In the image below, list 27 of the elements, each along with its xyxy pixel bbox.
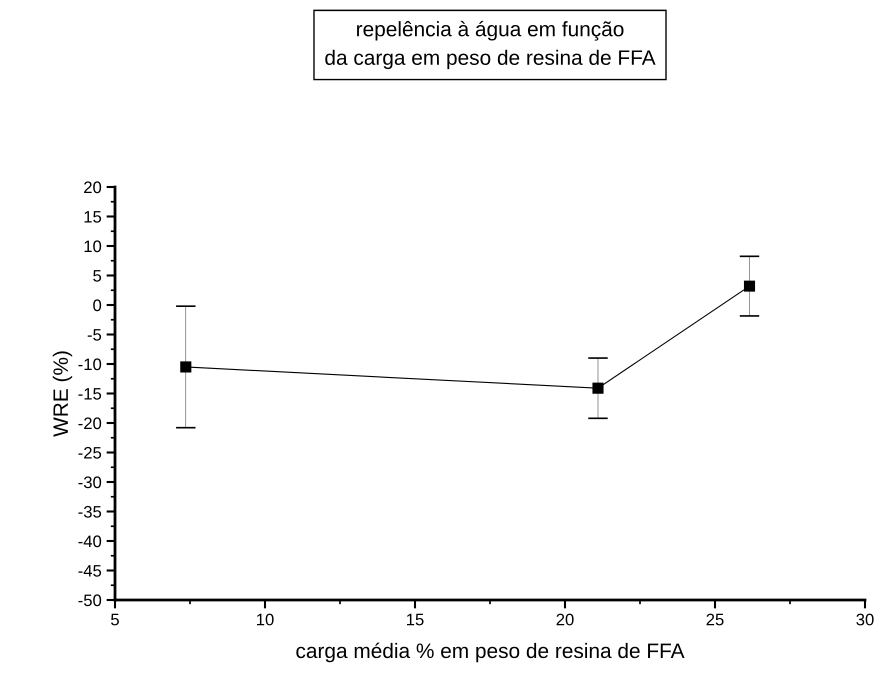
y-axis-title: WRE (%) (52, 351, 72, 437)
x-tick-label: 10 (257, 614, 274, 626)
y-tick-label: -15 (78, 388, 102, 400)
y-tick-label: 20 (84, 181, 102, 194)
point (180, 361, 192, 373)
x-tick-label: 15 (407, 614, 424, 626)
y-tick-label: 15 (84, 211, 102, 223)
point (744, 280, 756, 292)
point (592, 382, 604, 394)
y-tick-label: 5 (93, 270, 102, 282)
y-tick-label: 0 (93, 299, 102, 312)
x-tick-label: 25 (706, 614, 724, 626)
y-tick-label: -5 (88, 329, 102, 341)
x-tick-label: 20 (556, 614, 574, 626)
y-tick-label: -40 (78, 535, 102, 548)
y-tick-label: -10 (78, 358, 102, 370)
x-axis-title: carga média % em peso de resina de FFA (296, 642, 685, 662)
y-tick-label: 10 (84, 240, 102, 252)
x-tick-label: 5 (111, 614, 119, 626)
x-tick-label: 30 (856, 614, 874, 626)
y-tick-label: -20 (78, 417, 102, 430)
y-tick-label: -25 (78, 446, 102, 459)
y-tick-label: -30 (78, 476, 102, 488)
y-tick-label: -45 (78, 565, 102, 577)
chart-title: repelência à água em função da carga em peso de resina de FFA (325, 20, 656, 70)
y-tick-label: -35 (78, 506, 102, 518)
y-tick-label: -50 (78, 594, 102, 606)
